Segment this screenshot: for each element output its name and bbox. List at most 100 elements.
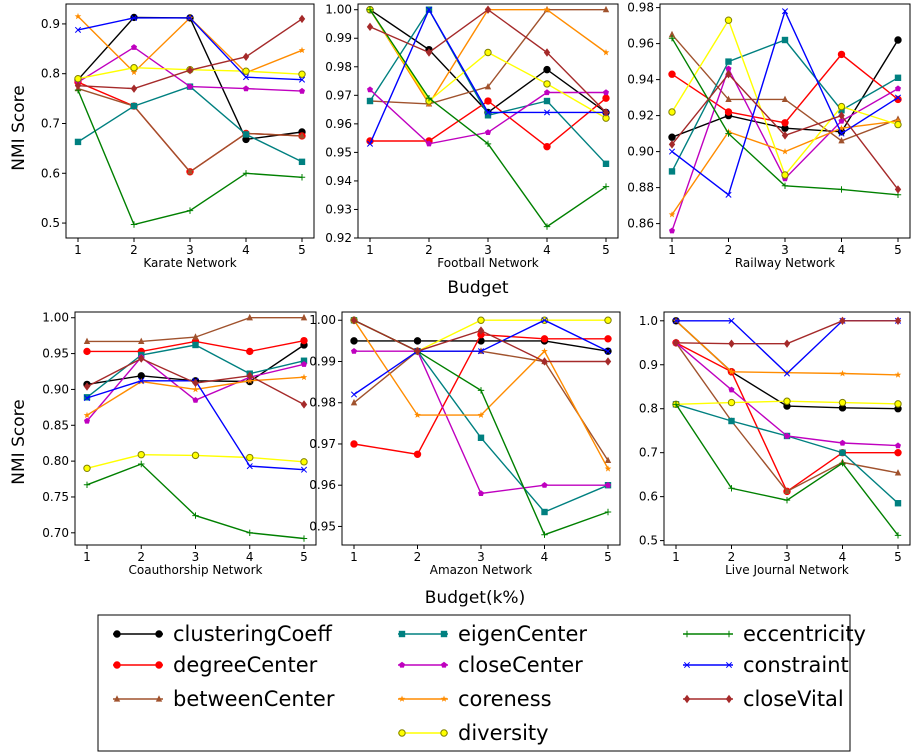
data-point	[484, 5, 492, 14]
data-point	[300, 313, 308, 321]
series-eccentricity	[83, 460, 308, 542]
y-tick-label: 0.98	[325, 60, 352, 74]
data-point	[74, 26, 82, 33]
y-tick-label: 0.92	[627, 109, 654, 123]
data-point	[300, 357, 308, 364]
legend-entry: coreness	[398, 687, 552, 711]
data-point	[242, 67, 250, 75]
data-point	[604, 316, 612, 324]
data-point	[728, 485, 735, 492]
data-point	[894, 120, 902, 129]
legend-entry: eccentricity	[683, 622, 866, 646]
data-point	[242, 131, 250, 138]
data-point	[350, 337, 358, 345]
data-point	[414, 411, 421, 418]
data-point	[298, 46, 306, 54]
x-tick-label: 4	[242, 243, 250, 257]
y-tick-label: 0.8	[41, 67, 60, 81]
subplot-5: 1 2 3 4 5 0.95 0.96 0.97 0.98 0.99 1.00 Amazon Netw…	[309, 311, 621, 577]
series-betweenCenter	[83, 313, 308, 344]
data-point	[839, 370, 846, 377]
data-point	[425, 6, 433, 13]
x-axis-label-bottom-row: Budget(k%)	[425, 588, 525, 608]
x-tick-label: 3	[781, 243, 789, 257]
data-point	[781, 8, 789, 15]
data-point	[83, 337, 91, 344]
legend-marker	[398, 630, 406, 638]
y-axis-label-bottom: NMI Score	[9, 399, 29, 484]
data-point	[413, 450, 422, 458]
data-point	[186, 167, 194, 175]
data-point	[668, 108, 676, 116]
data-point	[366, 22, 374, 32]
series-closeVital	[74, 14, 306, 93]
data-point	[672, 338, 680, 347]
x-tick-label: 1	[672, 550, 680, 564]
data-point	[724, 108, 733, 116]
legend-entry: degreeCenter	[113, 653, 318, 677]
data-point	[83, 464, 91, 472]
data-point	[725, 65, 732, 72]
y-tick-label: 0.80	[42, 454, 69, 468]
data-point	[725, 191, 732, 198]
subplot-3: 1 2 3 4 5 0.86 0.88 0.90 0.92 0.94 0.96 0.98 Railway…	[627, 1, 911, 270]
y-tick-label: 0.75	[42, 490, 69, 504]
data-point	[242, 52, 250, 61]
data-point	[839, 439, 846, 446]
data-point	[366, 6, 374, 13]
data-point	[725, 130, 732, 137]
y-tick-label: 0.98	[627, 1, 654, 15]
data-point	[728, 368, 735, 375]
data-point	[350, 440, 358, 448]
data-point	[602, 183, 610, 190]
data-point	[781, 36, 789, 44]
data-point	[300, 466, 308, 473]
data-point	[894, 94, 902, 101]
y-tick-label: 0.6	[639, 490, 658, 504]
data-point	[350, 316, 358, 325]
data-point	[484, 112, 492, 119]
data-point	[669, 227, 675, 234]
data-point	[300, 458, 308, 466]
data-point	[186, 207, 194, 214]
data-point	[300, 400, 308, 409]
legend-marker	[683, 630, 691, 638]
legend-marker	[440, 729, 448, 737]
data-point	[130, 102, 138, 110]
data-point	[838, 117, 845, 124]
subplot-title: Amazon Network	[430, 563, 532, 577]
series-closeVital	[366, 5, 610, 117]
y-tick-label: 0.93	[325, 202, 352, 216]
data-point	[83, 411, 91, 419]
data-point	[781, 95, 789, 102]
legend-label: degreeCenter	[173, 653, 318, 677]
x-tick-label: 4	[543, 243, 551, 257]
data-point	[602, 94, 610, 102]
legend-entry: constraint	[683, 653, 849, 677]
subplot-6: 1 2 3 4 5 0.5 0.6 0.7 0.8 0.9 1.0 Live Journal Netw…	[639, 311, 911, 577]
data-point	[138, 460, 145, 468]
x-tick-label: 2	[137, 550, 145, 564]
data-point	[367, 86, 373, 93]
series-constraint	[74, 14, 306, 83]
legend-marker	[155, 661, 163, 669]
data-point	[668, 148, 676, 155]
data-point	[477, 348, 485, 355]
data-point	[83, 481, 91, 488]
data-point	[668, 140, 676, 149]
data-point	[543, 223, 551, 230]
y-tick-label: 0.6	[41, 166, 60, 180]
data-point	[541, 347, 548, 354]
series-eccentricity	[74, 86, 306, 228]
data-point	[484, 97, 492, 105]
data-point	[604, 508, 612, 516]
legend-marker	[398, 695, 406, 702]
legend-entry: diversity	[398, 721, 549, 745]
data-point	[425, 48, 433, 57]
legend-entry: clusteringCoeff	[113, 622, 332, 646]
x-tick-label: 1	[350, 550, 358, 564]
data-point	[366, 97, 374, 105]
data-point	[137, 450, 145, 459]
x-tick-label: 2	[725, 243, 733, 257]
legend-marker	[155, 695, 163, 702]
